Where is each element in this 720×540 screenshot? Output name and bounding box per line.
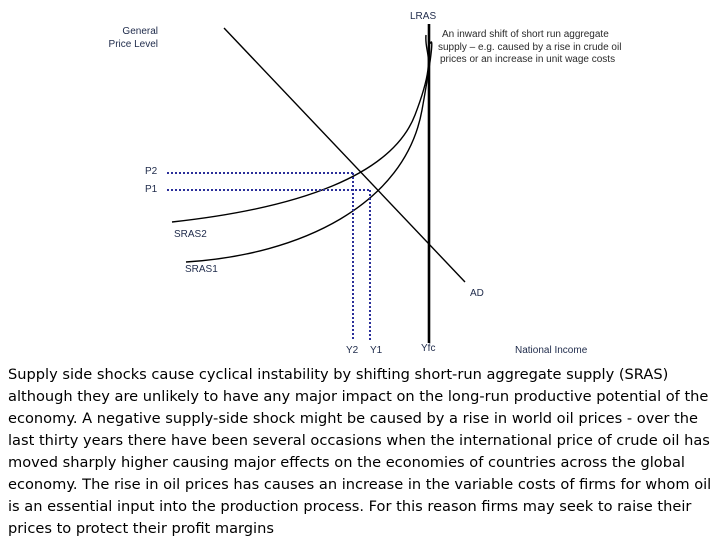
sras2-label: SRAS2 (174, 229, 207, 240)
lras-label: LRAS (410, 11, 436, 22)
ad-curve (223, 27, 466, 283)
sras1-curve (185, 41, 433, 263)
caption-text: Supply side shocks cause cyclical instab… (8, 366, 712, 537)
supply-shock-diagram: General Price Level National Income An i… (109, 11, 622, 356)
yfc-label: Yfc (421, 343, 435, 354)
y-axis-label: General (122, 26, 158, 37)
ad-label: AD (470, 288, 484, 299)
p2-label: P2 (145, 166, 158, 177)
x-axis-label: National Income (515, 345, 588, 356)
p1-label: P1 (145, 184, 158, 195)
sras1-label: SRAS1 (185, 264, 218, 275)
y1-label: Y1 (370, 345, 383, 356)
annotation-line-1: An inward shift of short run aggregate (442, 29, 609, 40)
y2-label: Y2 (346, 345, 359, 356)
y-axis-label-line2: Price Level (109, 39, 158, 50)
annotation-line-3: prices or an increase in unit wage costs (440, 54, 615, 65)
sras2-curve (171, 34, 430, 223)
annotation-line-2: supply – e.g. caused by a rise in crude … (438, 42, 621, 53)
